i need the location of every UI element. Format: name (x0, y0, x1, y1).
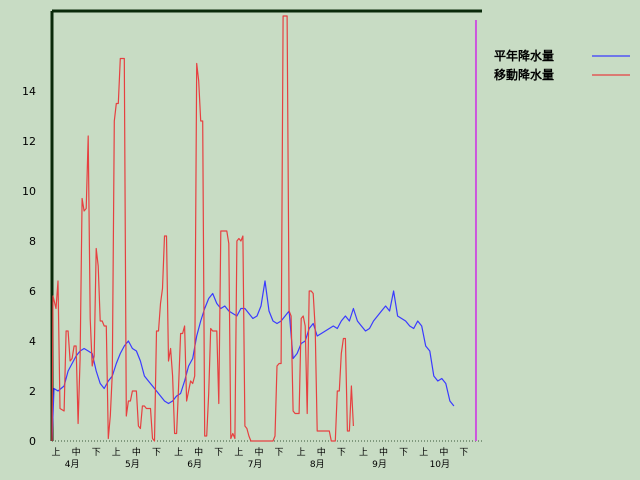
x-subtick-label: 下 (152, 448, 161, 458)
x-subtick-label: 下 (275, 448, 284, 458)
x-subtick-label: 中 (379, 446, 388, 458)
x-subtick-label: 下 (399, 448, 408, 458)
x-subtick-label: 中 (317, 446, 326, 458)
x-subtick-label: 上 (234, 447, 243, 458)
x-subtick-label: 下 (337, 448, 346, 458)
x-subtick-label: 上 (174, 447, 183, 458)
x-subtick-label: 中 (439, 446, 448, 458)
legend-label-normal: 平年降水量 (494, 48, 554, 63)
y-tick-label: 10 (22, 185, 36, 198)
legend: 平年降水量 移動降水量 (494, 48, 630, 82)
x-month-label: 9月 (372, 459, 387, 470)
plot-area (52, 11, 482, 441)
x-subtick-label: 中 (254, 446, 263, 458)
x-month-label: 7月 (248, 459, 263, 470)
y-tick-label: 0 (29, 435, 36, 448)
series-lines (51, 15, 477, 442)
x-subtick-label: 上 (359, 447, 368, 458)
x-month-label: 10月 (430, 459, 450, 470)
x-axis-labels: 上中下上中下上中下上中下上中下上中下上中下4月 5月 6月 7月 8月 9月 10月 (52, 446, 469, 470)
x-month-label: 5月 (125, 459, 140, 470)
x-subtick-label: 下 (459, 448, 468, 458)
y-tick-label: 8 (29, 235, 36, 248)
y-tick-label: 12 (22, 135, 36, 148)
x-subtick-label: 中 (194, 446, 203, 458)
series-line-normal (51, 280, 455, 442)
x-subtick-label: 上 (419, 447, 428, 458)
y-tick-label: 14 (22, 85, 36, 98)
series-line-moving (51, 15, 354, 442)
x-month-label: 8月 (310, 459, 325, 470)
x-month-label: 6月 (187, 459, 202, 470)
y-axis-ticks: 0 2 4 6 8 10 12 14 (22, 85, 36, 448)
y-tick-label: 2 (29, 385, 36, 398)
x-subtick-label: 下 (214, 448, 223, 458)
x-subtick-label: 下 (92, 448, 101, 458)
y-tick-label: 4 (29, 335, 36, 348)
x-month-label: 4月 (65, 459, 80, 470)
x-subtick-label: 上 (297, 447, 306, 458)
y-tick-label: 6 (29, 285, 36, 298)
plot-background (50, 9, 482, 442)
x-subtick-label: 中 (72, 446, 81, 458)
x-subtick-label: 中 (132, 446, 141, 458)
x-subtick-label: 上 (112, 447, 121, 458)
legend-label-moving: 移動降水量 (494, 67, 554, 82)
x-subtick-label: 上 (52, 447, 61, 458)
